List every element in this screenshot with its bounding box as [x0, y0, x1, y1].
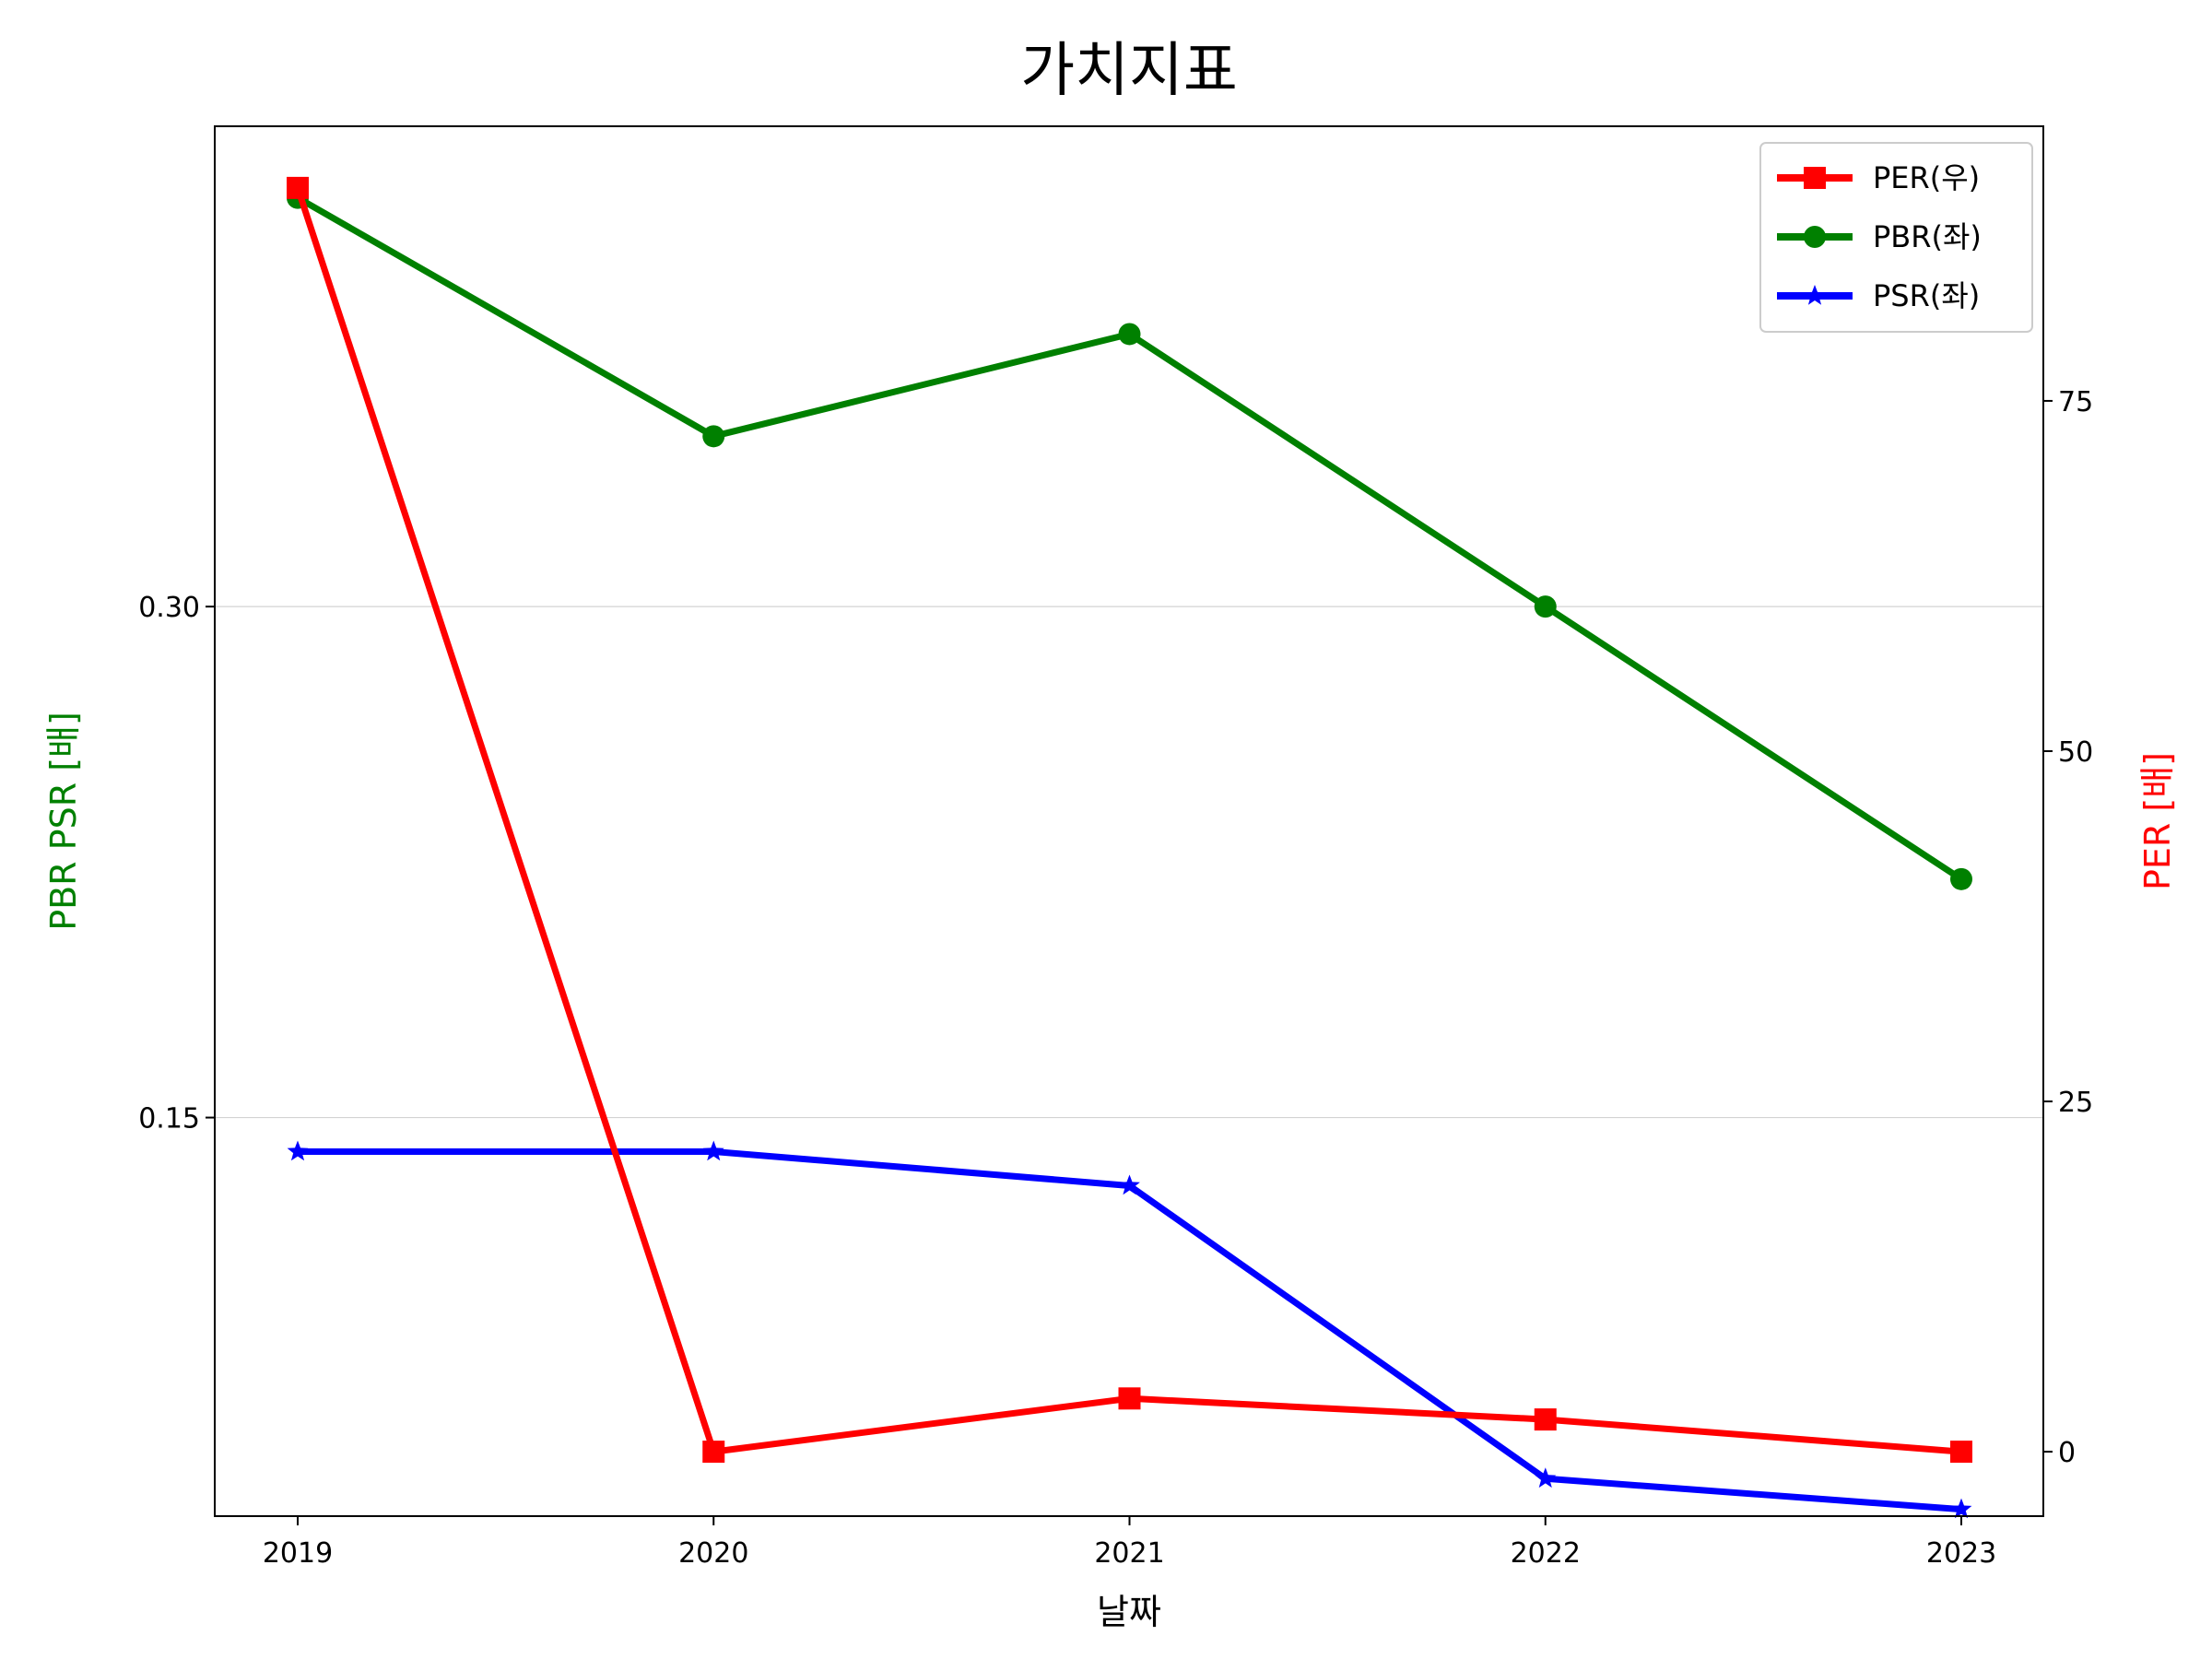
data-point — [702, 1140, 724, 1161]
y-axis-label-right: PER [배] — [2137, 752, 2178, 890]
legend-label: PER(우) — [1873, 160, 1980, 195]
legend-item: PER(우) — [1777, 160, 1980, 195]
legend-label: PSR(좌) — [1873, 278, 1980, 313]
data-point — [287, 176, 309, 199]
legend-marker — [1804, 226, 1826, 248]
y-right-tick-label: 75 — [2058, 386, 2093, 418]
data-point — [702, 1441, 725, 1464]
data-point — [1950, 867, 1972, 890]
data-point — [1950, 1498, 1972, 1519]
y-right-tick-label: 50 — [2058, 736, 2093, 769]
data-point — [1119, 1174, 1140, 1195]
data-point — [1534, 1408, 1557, 1431]
x-tick-label: 2022 — [1511, 1537, 1581, 1570]
legend-item: PBR(좌) — [1777, 219, 1982, 254]
legend: PER(우) PBR(좌) PSR(좌) — [1759, 142, 2033, 333]
grid-layer — [215, 606, 2043, 1119]
legend-label: PBR(좌) — [1873, 219, 1982, 254]
x-tick-label: 2021 — [1094, 1537, 1164, 1570]
data-point — [1534, 595, 1557, 618]
data-point — [1535, 1467, 1557, 1488]
y-left-tick-label: 0.30 — [138, 592, 200, 624]
data-point — [1950, 1441, 1972, 1464]
legend-marker — [1804, 167, 1826, 189]
legend-box — [1759, 142, 2033, 333]
y-left-tick-label: 0.15 — [138, 1103, 200, 1135]
x-tick-label: 2020 — [678, 1537, 748, 1570]
x-tick-label: 2023 — [1926, 1537, 1996, 1570]
legend-marker — [1804, 285, 1826, 305]
data-point — [1118, 323, 1141, 346]
legend-item: PSR(좌) — [1777, 278, 1980, 313]
data-point — [287, 1140, 309, 1161]
chart-title: 가치지표 — [1020, 37, 1238, 105]
series-layer — [287, 176, 1972, 1519]
y-right-tick-label: 0 — [2058, 1437, 2076, 1469]
series-PSR(좌) — [287, 1140, 1972, 1519]
axis-layer: 0.15 0.30 0 25 50 75 2019 2020 2021 2022 2023 — [138, 386, 2093, 1570]
y-right-tick-label: 25 — [2058, 1087, 2093, 1119]
data-point — [702, 425, 725, 448]
x-axis-label: 날짜 — [1097, 1592, 1161, 1632]
y-axis-label-left: PBR PSR [배] — [43, 712, 84, 931]
data-point — [1118, 1387, 1141, 1410]
series-PER(우) — [287, 176, 1972, 1464]
x-tick-label: 2019 — [263, 1537, 333, 1570]
